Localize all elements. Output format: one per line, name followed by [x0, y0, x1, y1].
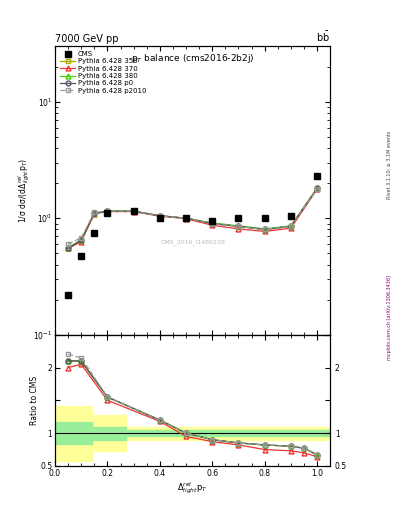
- Pythia 6.428 350: [79, 237, 84, 243]
- Pythia 6.428 p0: [315, 185, 320, 191]
- X-axis label: Δ$^{rel}_{light}$p$_{T}$: Δ$^{rel}_{light}$p$_{T}$: [177, 480, 208, 496]
- CMS: [210, 218, 215, 224]
- Pythia 6.428 350: [184, 215, 188, 221]
- Pythia 6.428 p0: [92, 210, 97, 217]
- Pythia 6.428 380: [92, 210, 97, 217]
- Pythia 6.428 380: [79, 237, 84, 243]
- Pythia 6.428 380: [315, 185, 320, 191]
- Pythia 6.428 p2010: [66, 241, 70, 247]
- CMS: [236, 215, 241, 221]
- Pythia 6.428 370: [79, 239, 84, 245]
- CMS: [131, 208, 136, 214]
- Pythia 6.428 p0: [79, 237, 84, 243]
- Pythia 6.428 p0: [236, 223, 241, 229]
- Line: Pythia 6.428 350: Pythia 6.428 350: [66, 186, 320, 251]
- Pythia 6.428 350: [288, 223, 293, 229]
- CMS: [158, 215, 162, 221]
- Pythia 6.428 350: [236, 223, 241, 229]
- Pythia 6.428 p2010: [262, 226, 267, 232]
- Pythia 6.428 370: [236, 226, 241, 232]
- Pythia 6.428 350: [315, 185, 320, 191]
- CMS: [92, 230, 97, 236]
- Pythia 6.428 380: [210, 220, 215, 226]
- Pythia 6.428 p2010: [288, 223, 293, 229]
- Line: CMS: CMS: [64, 173, 321, 298]
- Text: mcplots.cern.ch [arXiv:1306.3436]: mcplots.cern.ch [arXiv:1306.3436]: [387, 275, 391, 360]
- Pythia 6.428 p0: [262, 226, 267, 232]
- Pythia 6.428 380: [184, 215, 188, 221]
- Line: Pythia 6.428 p0: Pythia 6.428 p0: [66, 186, 320, 251]
- Line: Pythia 6.428 p2010: Pythia 6.428 p2010: [66, 186, 320, 246]
- Legend: CMS, Pythia 6.428 350, Pythia 6.428 370, Pythia 6.428 380, Pythia 6.428 p0, Pyth: CMS, Pythia 6.428 350, Pythia 6.428 370,…: [59, 50, 148, 95]
- Pythia 6.428 p0: [66, 245, 70, 251]
- CMS: [105, 210, 110, 217]
- Pythia 6.428 370: [315, 186, 320, 193]
- Pythia 6.428 350: [92, 210, 97, 217]
- Line: Pythia 6.428 380: Pythia 6.428 380: [66, 186, 320, 250]
- Pythia 6.428 370: [288, 225, 293, 231]
- Text: b$\bar{\rm b}$: b$\bar{\rm b}$: [316, 30, 330, 44]
- Pythia 6.428 350: [131, 208, 136, 214]
- Text: p$_{T}$ balance (cms2016-2b2j): p$_{T}$ balance (cms2016-2b2j): [131, 52, 254, 65]
- Pythia 6.428 370: [158, 213, 162, 219]
- CMS: [315, 173, 320, 179]
- Pythia 6.428 p0: [288, 223, 293, 229]
- Pythia 6.428 370: [262, 228, 267, 234]
- Pythia 6.428 p0: [210, 221, 215, 227]
- Pythia 6.428 p2010: [315, 186, 320, 192]
- Pythia 6.428 380: [288, 223, 293, 229]
- CMS: [288, 212, 293, 219]
- Pythia 6.428 p2010: [236, 223, 241, 229]
- Pythia 6.428 p2010: [105, 208, 110, 214]
- Pythia 6.428 p0: [158, 212, 162, 219]
- Pythia 6.428 350: [262, 226, 267, 232]
- CMS: [79, 253, 84, 260]
- Text: 7000 GeV pp: 7000 GeV pp: [55, 33, 119, 44]
- Pythia 6.428 380: [262, 226, 267, 232]
- Pythia 6.428 p2010: [92, 209, 97, 216]
- CMS: [66, 292, 70, 298]
- Pythia 6.428 p2010: [79, 234, 84, 241]
- Pythia 6.428 p0: [105, 208, 110, 214]
- Pythia 6.428 380: [105, 208, 110, 214]
- Y-axis label: Ratio to CMS: Ratio to CMS: [30, 376, 39, 425]
- Pythia 6.428 p2010: [131, 208, 136, 214]
- Pythia 6.428 p2010: [158, 212, 162, 219]
- Pythia 6.428 370: [92, 211, 97, 217]
- Pythia 6.428 370: [184, 216, 188, 222]
- Pythia 6.428 p0: [131, 208, 136, 214]
- Pythia 6.428 370: [131, 208, 136, 215]
- Pythia 6.428 350: [158, 212, 162, 219]
- Pythia 6.428 350: [210, 221, 215, 227]
- Pythia 6.428 p2010: [210, 221, 215, 227]
- Y-axis label: 1/σ dσ/(dΔ$^{rel}_{light}$p$_{T}$): 1/σ dσ/(dΔ$^{rel}_{light}$p$_{T}$): [16, 158, 32, 223]
- Pythia 6.428 380: [236, 223, 241, 229]
- Pythia 6.428 p0: [184, 215, 188, 221]
- Pythia 6.428 370: [210, 222, 215, 228]
- Pythia 6.428 380: [131, 208, 136, 214]
- Pythia 6.428 350: [66, 245, 70, 251]
- Pythia 6.428 380: [158, 212, 162, 219]
- Text: CMS_2016_I1486238: CMS_2016_I1486238: [160, 240, 225, 245]
- Pythia 6.428 p2010: [184, 215, 188, 221]
- CMS: [184, 215, 188, 221]
- CMS: [262, 215, 267, 221]
- Pythia 6.428 370: [105, 208, 110, 215]
- Pythia 6.428 380: [66, 244, 70, 250]
- Pythia 6.428 370: [66, 245, 70, 251]
- Pythia 6.428 350: [105, 208, 110, 214]
- Line: Pythia 6.428 370: Pythia 6.428 370: [66, 187, 320, 251]
- Text: Rivet 3.1.10; ≥ 3.1M events: Rivet 3.1.10; ≥ 3.1M events: [387, 131, 391, 199]
